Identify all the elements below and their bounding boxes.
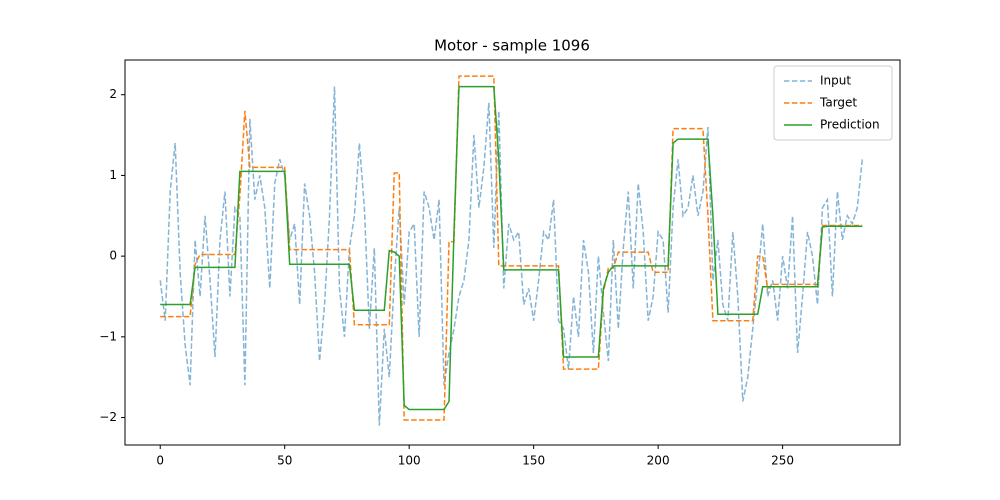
legend-box [773,65,893,141]
plot-frame [124,59,901,446]
y-tick-label: −2 [99,410,117,424]
y-tick-label: 2 [109,87,117,101]
y-tick-label: 1 [109,168,117,182]
legend-label: Prediction [820,118,880,132]
legend-label: Input [820,74,851,88]
legend-label: Target [819,96,857,110]
x-tick-label: 0 [156,454,164,468]
series-line [160,85,863,411]
x-tick-label: 100 [398,454,421,468]
x-tick-label: 200 [647,454,670,468]
series-line [160,75,863,421]
y-tick-label: 0 [109,249,117,263]
chart-title: Motor - sample 1096 [434,37,590,55]
y-tick-label: −1 [99,329,117,343]
x-tick-label: 50 [277,454,292,468]
x-tick-label: 150 [522,454,545,468]
x-tick-label: 250 [771,454,794,468]
